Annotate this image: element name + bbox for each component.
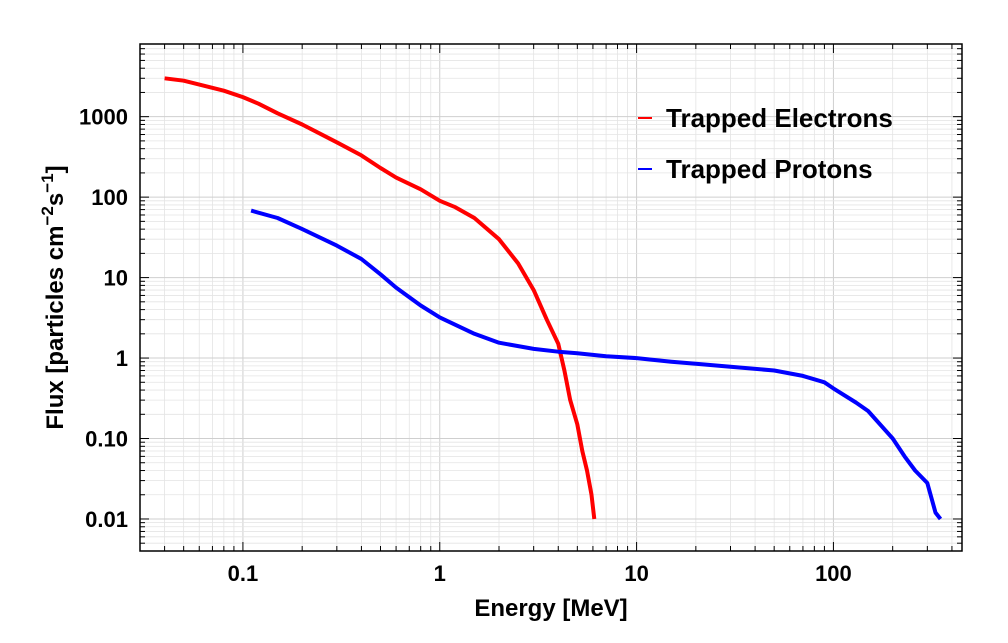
plot-frame — [139, 43, 963, 552]
y-tick-label: 0.10 — [85, 427, 128, 452]
y-axis-label-exp2: −1 — [38, 173, 57, 192]
y-axis-label-main: Flux [particles cm — [42, 226, 69, 430]
y-tick-label: 1 — [116, 346, 128, 371]
y-tick-label: 100 — [91, 185, 128, 210]
x-axis-label: Energy [MeV] — [474, 595, 627, 622]
x-tick-label: 0.1 — [228, 561, 259, 586]
axis-ticks — [139, 43, 962, 552]
series-line-0 — [164, 76, 597, 520]
y-tick-label: 0.01 — [85, 507, 128, 532]
legend: Trapped Electrons Trapped Protons — [638, 103, 893, 184]
x-tick-label: 10 — [624, 561, 648, 586]
x-tick-label: 100 — [815, 561, 852, 586]
y-axis-label-close: ] — [42, 165, 69, 173]
series-line-1 — [250, 208, 943, 521]
y-axis-label-s: s — [42, 193, 69, 206]
y-tick-label: 10 — [104, 266, 128, 291]
y-tick-label: 1000 — [79, 105, 128, 130]
legend-label-0: Trapped Electrons — [666, 103, 893, 133]
y-axis-label: Flux [particles cm−2s−1] — [38, 165, 69, 429]
x-tick-label: 1 — [434, 561, 446, 586]
series-lines — [164, 76, 943, 521]
y-axis-label-exp1: −2 — [38, 206, 57, 225]
tick-labels: 0.1 1 10 100 0.01 0.10 1 10 100 1000 — [79, 105, 852, 586]
legend-label-1: Trapped Protons — [666, 154, 873, 184]
